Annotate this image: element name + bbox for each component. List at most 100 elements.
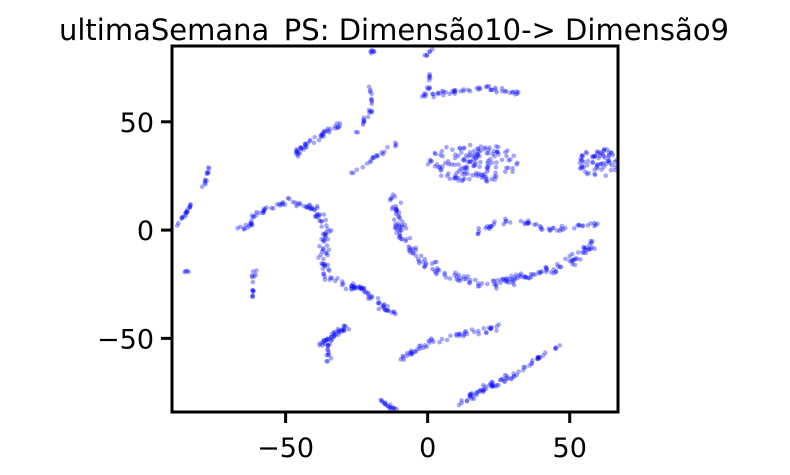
data-point [307,202,313,208]
data-point [503,149,508,155]
data-point [548,270,554,275]
data-point [607,160,613,166]
data-point [529,361,534,367]
data-point [592,171,597,177]
data-point [302,141,308,146]
data-point [321,133,327,139]
data-point [595,221,600,227]
data-point [421,345,426,351]
data-point [462,276,467,282]
data-point [449,89,455,94]
data-point [381,401,387,406]
data-point [407,250,413,255]
data-point [452,272,457,278]
data-point [407,245,412,251]
data-point [400,219,405,224]
data-point [322,264,328,269]
data-point [609,150,614,155]
data-point [326,247,332,253]
data-point [179,215,185,220]
data-point [494,282,499,287]
data-point [503,216,508,222]
data-point [573,256,578,261]
data-point [274,202,280,207]
data-point [466,154,471,159]
data-point [495,278,500,283]
data-point [453,331,459,337]
data-point [511,371,516,376]
data-point [465,159,471,165]
data-point [609,163,615,168]
data-point [353,129,359,135]
data-point [324,250,329,256]
data-point [506,280,512,285]
data-point [496,322,502,327]
data-point [579,153,584,158]
data-point [295,201,301,207]
data-point [368,87,373,93]
data-point [324,243,330,248]
data-point [488,223,494,229]
data-point [386,308,391,314]
data-point [422,53,428,58]
data-point [463,165,469,170]
data-point [416,260,422,266]
data-point [394,208,399,213]
data-point [364,161,370,166]
data-point [413,247,419,253]
data-point [365,292,371,297]
data-point [574,256,580,262]
data-point [572,257,577,263]
data-point [504,218,509,224]
data-point [426,87,431,92]
data-point [557,264,563,270]
data-point [321,239,326,244]
data-point [589,245,595,250]
data-point [601,164,607,170]
data-point [507,220,513,225]
data-point [182,269,187,275]
data-point [322,261,328,267]
data-point [318,252,324,257]
data-point [358,286,364,292]
data-point [434,259,439,265]
data-point [588,238,593,244]
data-point [452,162,458,168]
data-point [320,266,326,272]
data-point [592,223,597,229]
data-point [461,88,466,94]
data-point [328,228,334,233]
data-point [512,277,518,282]
data-point [432,164,438,169]
data-point [463,329,469,334]
data-point [319,133,325,138]
data-point [332,278,338,284]
data-point [540,227,545,232]
data-point [567,253,572,259]
data-point [440,88,445,94]
data-point [361,288,367,294]
data-point [184,209,189,215]
data-point [293,150,299,155]
data-point [469,327,475,332]
data-point [445,159,451,164]
data-point [365,114,371,120]
data-point [366,294,372,299]
data-point [261,206,267,211]
data-point [452,155,458,161]
data-point [577,222,582,228]
data-point [319,224,324,229]
data-point [551,267,556,272]
data-point [354,167,360,172]
data-point [249,218,254,223]
data-point [484,169,490,174]
data-point [435,268,441,273]
data-point [410,246,416,252]
data-point [176,220,181,226]
data-point [400,353,406,359]
data-point [473,173,479,178]
data-point [473,155,478,161]
data-point [423,92,429,97]
data-point [328,275,333,280]
data-point [307,139,312,144]
